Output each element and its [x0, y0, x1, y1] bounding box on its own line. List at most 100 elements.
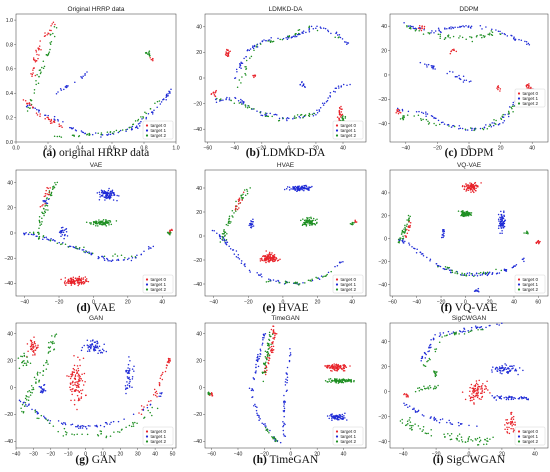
data-point-target-2: [489, 124, 492, 126]
data-point-target-2: [460, 439, 463, 441]
data-point-target-0: [264, 373, 267, 376]
data-point-target-2: [467, 440, 469, 443]
data-point-target-1: [471, 274, 474, 277]
data-point-target-0: [67, 282, 70, 284]
data-point-target-2: [148, 53, 151, 55]
data-point-target-1: [331, 417, 333, 420]
data-point-target-2: [264, 426, 267, 429]
data-point-target-1: [70, 423, 72, 426]
data-point-target-1: [302, 83, 305, 85]
legend-marker-target-1: [145, 283, 149, 286]
data-point-target-2: [229, 222, 231, 224]
data-point-target-1: [117, 420, 120, 423]
data-point-target-2: [235, 210, 237, 212]
data-point-target-1: [126, 258, 129, 261]
data-point-target-0: [33, 346, 35, 348]
data-point-target-0: [36, 53, 38, 56]
data-point-target-0: [73, 403, 76, 406]
data-point-target-0: [270, 253, 272, 256]
data-point-target-2: [468, 435, 471, 438]
data-point-target-0: [49, 120, 52, 122]
legend-marker-target-1: [335, 129, 339, 132]
data-point-target-1: [514, 38, 517, 41]
data-point-target-1: [228, 97, 231, 99]
data-point-target-2: [477, 329, 479, 331]
data-point-target-0: [340, 114, 342, 116]
data-point-target-2: [57, 430, 59, 433]
data-point-target-0: [473, 187, 476, 189]
data-point-target-0: [537, 242, 540, 245]
data-point-target-2: [108, 224, 110, 226]
data-point-target-2: [85, 250, 88, 253]
data-point-target-0: [463, 185, 466, 187]
data-point-target-1: [44, 389, 47, 392]
data-point-target-2: [86, 133, 88, 136]
data-point-target-1: [327, 30, 330, 33]
data-point-target-2: [114, 253, 116, 255]
data-point-target-0: [477, 185, 479, 187]
data-point-target-1: [430, 32, 432, 34]
data-point-target-2: [41, 212, 44, 215]
data-point-target-1: [331, 413, 333, 415]
data-point-target-0: [38, 45, 41, 47]
y-tick-label: −40: [193, 439, 202, 445]
data-point-target-1: [279, 441, 282, 444]
data-point-target-1: [488, 324, 491, 327]
legend-marker-target-2: [145, 288, 149, 291]
data-point-target-0: [140, 413, 143, 415]
data-point-target-1: [84, 132, 87, 135]
data-point-target-1: [98, 350, 100, 352]
data-point-target-1: [437, 27, 440, 30]
data-point-target-2: [52, 32, 54, 35]
data-point-target-0: [272, 257, 274, 259]
data-point-target-1: [507, 371, 510, 373]
data-point-target-0: [333, 365, 336, 367]
data-point-target-2: [32, 388, 35, 391]
caption-text: VQ-VAE: [452, 302, 497, 314]
data-point-target-1: [253, 405, 255, 407]
data-point-target-0: [473, 385, 475, 387]
data-point-target-0: [480, 388, 482, 390]
data-point-target-0: [253, 76, 255, 79]
data-point-target-1: [93, 347, 95, 350]
data-point-target-2: [406, 114, 409, 116]
data-point-target-1: [240, 262, 243, 264]
data-point-target-1: [433, 416, 436, 419]
data-point-target-0: [335, 369, 337, 372]
data-point-target-2: [37, 82, 40, 85]
data-point-target-2: [243, 189, 246, 191]
data-point-target-0: [526, 87, 528, 89]
data-point-target-0: [65, 284, 67, 286]
data-point-target-1: [47, 114, 49, 117]
data-point-target-1: [264, 423, 266, 425]
data-point-target-1: [461, 331, 463, 333]
data-point-target-1: [437, 119, 440, 122]
data-point-target-0: [51, 23, 53, 25]
data-point-target-1: [100, 191, 103, 194]
data-point-target-2: [475, 36, 478, 38]
data-point-target-1: [269, 429, 271, 432]
data-point-target-0: [537, 239, 540, 242]
data-point-target-1: [506, 35, 509, 37]
data-point-target-0: [275, 332, 278, 335]
y-tick-label: 40: [7, 332, 13, 338]
data-point-target-1: [283, 434, 285, 437]
data-point-target-0: [30, 344, 33, 347]
data-point-target-2: [54, 334, 56, 336]
data-point-target-1: [59, 88, 62, 90]
data-point-target-0: [510, 418, 513, 420]
data-point-target-1: [145, 116, 148, 119]
data-point-target-1: [503, 214, 505, 217]
data-point-target-1: [64, 423, 67, 426]
data-point-target-2: [142, 115, 144, 118]
data-point-target-2: [435, 374, 438, 376]
data-point-target-2: [420, 388, 422, 391]
data-point-target-0: [238, 199, 241, 201]
data-point-target-1: [44, 114, 47, 117]
data-point-target-0: [79, 377, 81, 380]
data-point-target-1: [297, 188, 300, 191]
data-point-target-1: [435, 117, 437, 120]
data-point-target-0: [238, 207, 240, 209]
data-point-target-0: [471, 186, 473, 189]
data-point-target-1: [277, 37, 279, 40]
